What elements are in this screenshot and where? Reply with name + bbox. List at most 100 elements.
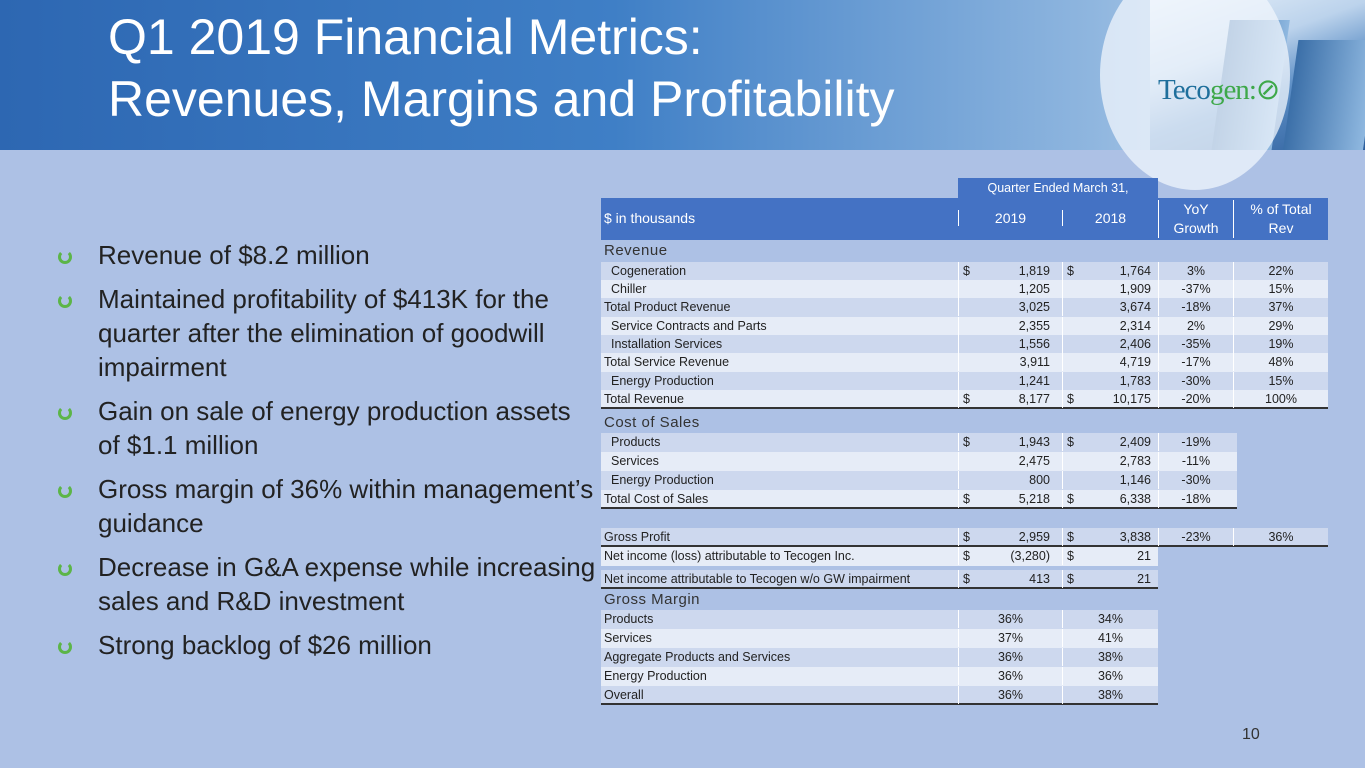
value-2019: 1,943 — [958, 433, 1050, 451]
margin-2018: 36% — [1062, 667, 1158, 685]
margin-2019: 36% — [958, 610, 1062, 628]
yoy-growth: -30% — [1158, 372, 1233, 390]
header-yoy: YoY Growth — [1158, 200, 1233, 238]
dollar-2019: $ — [963, 572, 970, 586]
row-label: Products — [611, 435, 661, 449]
row-label: Energy Production — [604, 669, 707, 683]
margin-2019: 37% — [958, 629, 1062, 647]
table-row: Net income attributable to Tecogen w/o G… — [601, 570, 1158, 589]
table-row: Products $1,943 $2,409 -19% — [601, 433, 1237, 452]
bullet-list: Revenue of $8.2 million Maintained profit… — [58, 238, 598, 672]
value-2019: 800 — [958, 471, 1050, 489]
table-row: Total Revenue $8,177 $10,175 -20% 100% — [601, 390, 1328, 409]
row-label: Total Revenue — [604, 392, 684, 406]
table-row: Cogeneration $1,819 $1,764 3% 22% — [601, 262, 1328, 281]
section-revenue: Revenue — [604, 242, 668, 259]
slide-title: Q1 2019 Financial Metrics: Revenues, Marg… — [108, 9, 895, 127]
value-2018: 1,783 — [1062, 372, 1151, 390]
dollar-2018: $ — [1067, 549, 1074, 563]
value-2019: 1,819 — [958, 262, 1050, 280]
value-2019: 3,911 — [958, 353, 1050, 371]
margin-2019: 36% — [958, 686, 1062, 704]
table-row: Energy Production 36% 36% — [601, 667, 1158, 686]
row-label: Energy Production — [611, 473, 714, 487]
table-row: Installation Services 1,556 2,406 -35% 19% — [601, 335, 1328, 354]
header-pct: % of Total Rev — [1233, 200, 1328, 238]
value-2018: 2,409 — [1062, 433, 1151, 451]
table-row: Gross Profit $2,959 $3,838 -23% 36% — [601, 528, 1328, 547]
row-label: Aggregate Products and Services — [604, 650, 791, 664]
bullet-text: Gain on sale of energy production assets… — [98, 396, 571, 460]
value-2019: 5,218 — [958, 490, 1050, 508]
row-label: Installation Services — [611, 337, 723, 351]
value-2018: 1,146 — [1062, 471, 1151, 489]
value-2018: 3,674 — [1062, 298, 1151, 316]
plug-leaf-icon — [58, 294, 72, 308]
value-2019: 1,556 — [958, 335, 1050, 353]
pct-of-revenue: 48% — [1233, 353, 1328, 371]
table-row: Net income (loss) attributable to Tecoge… — [601, 547, 1158, 566]
value-2018: 3,838 — [1062, 528, 1151, 546]
bullet-item: Decrease in G&A expense while increasing… — [58, 550, 598, 618]
yoy-growth: -20% — [1158, 390, 1233, 408]
value-2018: 21 — [1062, 547, 1151, 565]
row-label: Net income (loss) attributable to Tecoge… — [604, 549, 855, 563]
bullet-text: Revenue of $8.2 million — [98, 240, 370, 270]
row-label: Total Product Revenue — [604, 300, 731, 314]
quarter-header: Quarter Ended March 31, — [958, 178, 1158, 198]
pct-of-revenue: 36% — [1233, 528, 1328, 546]
margin-2018: 38% — [1062, 648, 1158, 666]
bullet-text: Strong backlog of $26 million — [98, 630, 432, 660]
table-row: Aggregate Products and Services 36% 38% — [601, 648, 1158, 667]
dollar-2019: $ — [963, 492, 970, 506]
bullet-item: Gain on sale of energy production assets… — [58, 394, 598, 462]
pct-of-revenue: 37% — [1233, 298, 1328, 316]
row-label: Overall — [604, 688, 644, 702]
yoy-growth: -23% — [1158, 528, 1233, 546]
yoy-growth: -18% — [1158, 298, 1233, 316]
pct-of-revenue: 19% — [1233, 335, 1328, 353]
table-row: Service Contracts and Parts 2,355 2,314 2% 2… — [601, 317, 1328, 336]
bullet-item: Maintained profitability of $413K for th… — [58, 282, 598, 384]
bullet-text: Decrease in G&A expense while increasing… — [98, 552, 596, 616]
value-2018: 2,783 — [1062, 452, 1151, 470]
dollar-2019: $ — [963, 264, 970, 278]
pct-of-revenue: 15% — [1233, 280, 1328, 298]
table-row: Energy Production 800 1,146 -30% — [601, 471, 1237, 490]
header-2019: 2019 — [958, 210, 1062, 226]
pct-of-revenue: 15% — [1233, 372, 1328, 390]
yoy-growth: 3% — [1158, 262, 1233, 280]
dollar-2018: $ — [1067, 392, 1074, 406]
row-label: Cogeneration — [611, 264, 687, 278]
row-label: Service Contracts and Parts — [611, 319, 767, 333]
yoy-growth: -35% — [1158, 335, 1233, 353]
dollar-2018: $ — [1067, 572, 1074, 586]
row-label: Services — [611, 454, 659, 468]
yoy-growth: -17% — [1158, 353, 1233, 371]
value-2019: 2,959 — [958, 528, 1050, 546]
plug-leaf-icon — [58, 406, 72, 420]
value-2018: 1,764 — [1062, 262, 1151, 280]
dollar-2018: $ — [1067, 435, 1074, 449]
table-row: Energy Production 1,241 1,783 -30% 15% — [601, 372, 1328, 391]
table-row: Chiller 1,205 1,909 -37% 15% — [601, 280, 1328, 299]
value-2019: 8,177 — [958, 390, 1050, 408]
pct-of-revenue: 29% — [1233, 317, 1328, 335]
bullet-item: Strong backlog of $26 million — [58, 628, 598, 662]
yoy-growth: -37% — [1158, 280, 1233, 298]
table-row: Total Service Revenue 3,911 4,719 -17% 48% — [601, 353, 1328, 372]
header-label: $ in thousands — [604, 210, 696, 226]
table-row: Services 37% 41% — [601, 629, 1158, 648]
margin-2018: 38% — [1062, 686, 1158, 704]
yoy-growth: -18% — [1158, 490, 1233, 508]
margin-2019: 36% — [958, 667, 1062, 685]
row-label: Products — [604, 612, 654, 626]
yoy-growth: 2% — [1158, 317, 1233, 335]
value-2018: 1,909 — [1062, 280, 1151, 298]
table-row: Services 2,475 2,783 -11% — [601, 452, 1237, 471]
value-2019: (3,280) — [958, 547, 1050, 565]
value-2018: 6,338 — [1062, 490, 1151, 508]
pct-of-revenue: 22% — [1233, 262, 1328, 280]
plug-leaf-icon — [58, 640, 72, 654]
margin-2019: 36% — [958, 648, 1062, 666]
